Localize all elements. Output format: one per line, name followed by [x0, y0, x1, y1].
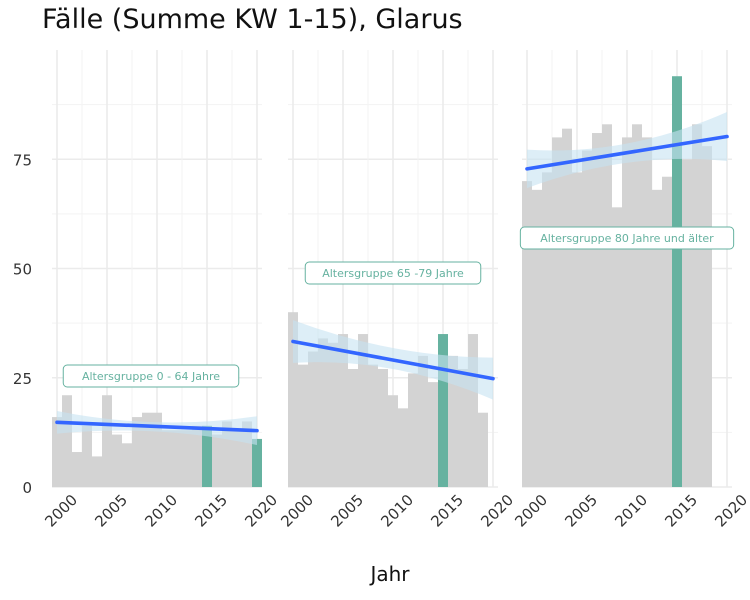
x-tick-label: 2020 — [241, 491, 281, 531]
bar — [572, 172, 582, 488]
x-tick-label: 2010 — [611, 491, 651, 531]
bar — [92, 456, 102, 487]
bar — [428, 382, 438, 487]
bar — [468, 334, 478, 487]
bar — [298, 364, 308, 487]
bar — [532, 189, 542, 487]
bar — [328, 342, 338, 487]
bar — [378, 369, 388, 487]
x-tick-label: 2010 — [377, 491, 417, 531]
facet-label: Altersgruppe 0 - 64 Jahre — [82, 370, 220, 383]
y-tick-label: 75 — [13, 151, 32, 169]
highlight-bar — [202, 425, 212, 487]
x-tick-label: 2015 — [191, 491, 231, 531]
x-tick-label: 2005 — [91, 491, 131, 531]
bar — [632, 124, 642, 487]
bar — [478, 412, 488, 487]
bar — [448, 355, 458, 487]
bar — [522, 181, 532, 487]
bar — [242, 421, 252, 487]
bar — [102, 395, 112, 487]
x-tick-label: 2015 — [427, 491, 467, 531]
bar — [318, 338, 328, 487]
bar — [112, 434, 122, 487]
x-tick-label: 2005 — [327, 491, 367, 531]
trend-line — [291, 339, 495, 381]
confidence-band — [527, 112, 727, 189]
facet-label: Altersgruppe 80 Jahre und älter — [540, 232, 714, 245]
bar — [132, 417, 142, 487]
facet-label-box — [62, 364, 240, 388]
bar — [212, 434, 222, 487]
bar — [622, 137, 632, 487]
x-axis-label: Jahr — [370, 562, 410, 586]
x-tick-label: 2000 — [277, 491, 317, 531]
x-tick-label: 2000 — [41, 491, 81, 531]
y-tick-label: 0 — [22, 479, 32, 497]
y-tick-label: 25 — [13, 370, 32, 388]
bar — [82, 425, 92, 487]
x-tick-label: 2015 — [661, 491, 701, 531]
bar — [408, 373, 418, 487]
bar — [62, 395, 72, 487]
bar — [662, 176, 672, 488]
bar — [418, 355, 428, 487]
bar — [222, 421, 232, 487]
bar — [52, 417, 62, 487]
highlight-bar — [252, 438, 262, 487]
x-tick-label: 2000 — [511, 491, 551, 531]
bar — [182, 430, 192, 487]
bar — [122, 443, 132, 487]
bar — [642, 137, 652, 487]
bar — [142, 412, 152, 487]
bar — [172, 430, 182, 487]
bar — [232, 430, 242, 487]
facet-panel: Altersgruppe 65 -79 Jahre 2000 2005 2010 201… — [277, 50, 517, 531]
bar — [612, 207, 622, 487]
bar — [692, 124, 702, 487]
bar — [308, 351, 318, 487]
x-tick-label: 2020 — [711, 491, 750, 531]
bar — [682, 159, 692, 487]
bar — [602, 124, 612, 487]
bar — [652, 189, 662, 487]
bar — [348, 369, 358, 487]
bar — [562, 128, 572, 487]
bar — [358, 334, 368, 487]
bar — [162, 430, 172, 487]
highlight-bar — [438, 334, 448, 487]
y-tick-label: 50 — [13, 261, 32, 279]
bar — [338, 334, 348, 487]
highlight-bar — [672, 76, 682, 487]
bar — [582, 150, 592, 487]
facet-panel: Altersgruppe 0 - 64 Jahre 2000 2005 2010 201… — [41, 50, 281, 531]
facet-label-box — [519, 226, 735, 250]
facet-label: Altersgruppe 65 -79 Jahre — [322, 267, 464, 280]
bar — [458, 369, 468, 487]
bar — [388, 395, 398, 487]
x-tick-label: 2005 — [561, 491, 601, 531]
bar — [152, 412, 162, 487]
bar — [552, 137, 562, 487]
bar — [192, 425, 202, 487]
chart-title: Fälle (Summe KW 1-15), Glarus — [42, 4, 463, 35]
trend-line — [55, 420, 259, 433]
bar — [592, 133, 602, 487]
bar — [288, 312, 298, 487]
x-tick-label: 2020 — [477, 491, 517, 531]
trend-line — [525, 134, 729, 171]
bar — [368, 364, 378, 487]
facet-label-box — [304, 261, 482, 285]
bar — [398, 408, 408, 487]
bar — [542, 172, 552, 488]
bar — [702, 146, 712, 487]
bar — [72, 452, 82, 487]
x-tick-label: 2010 — [141, 491, 181, 531]
